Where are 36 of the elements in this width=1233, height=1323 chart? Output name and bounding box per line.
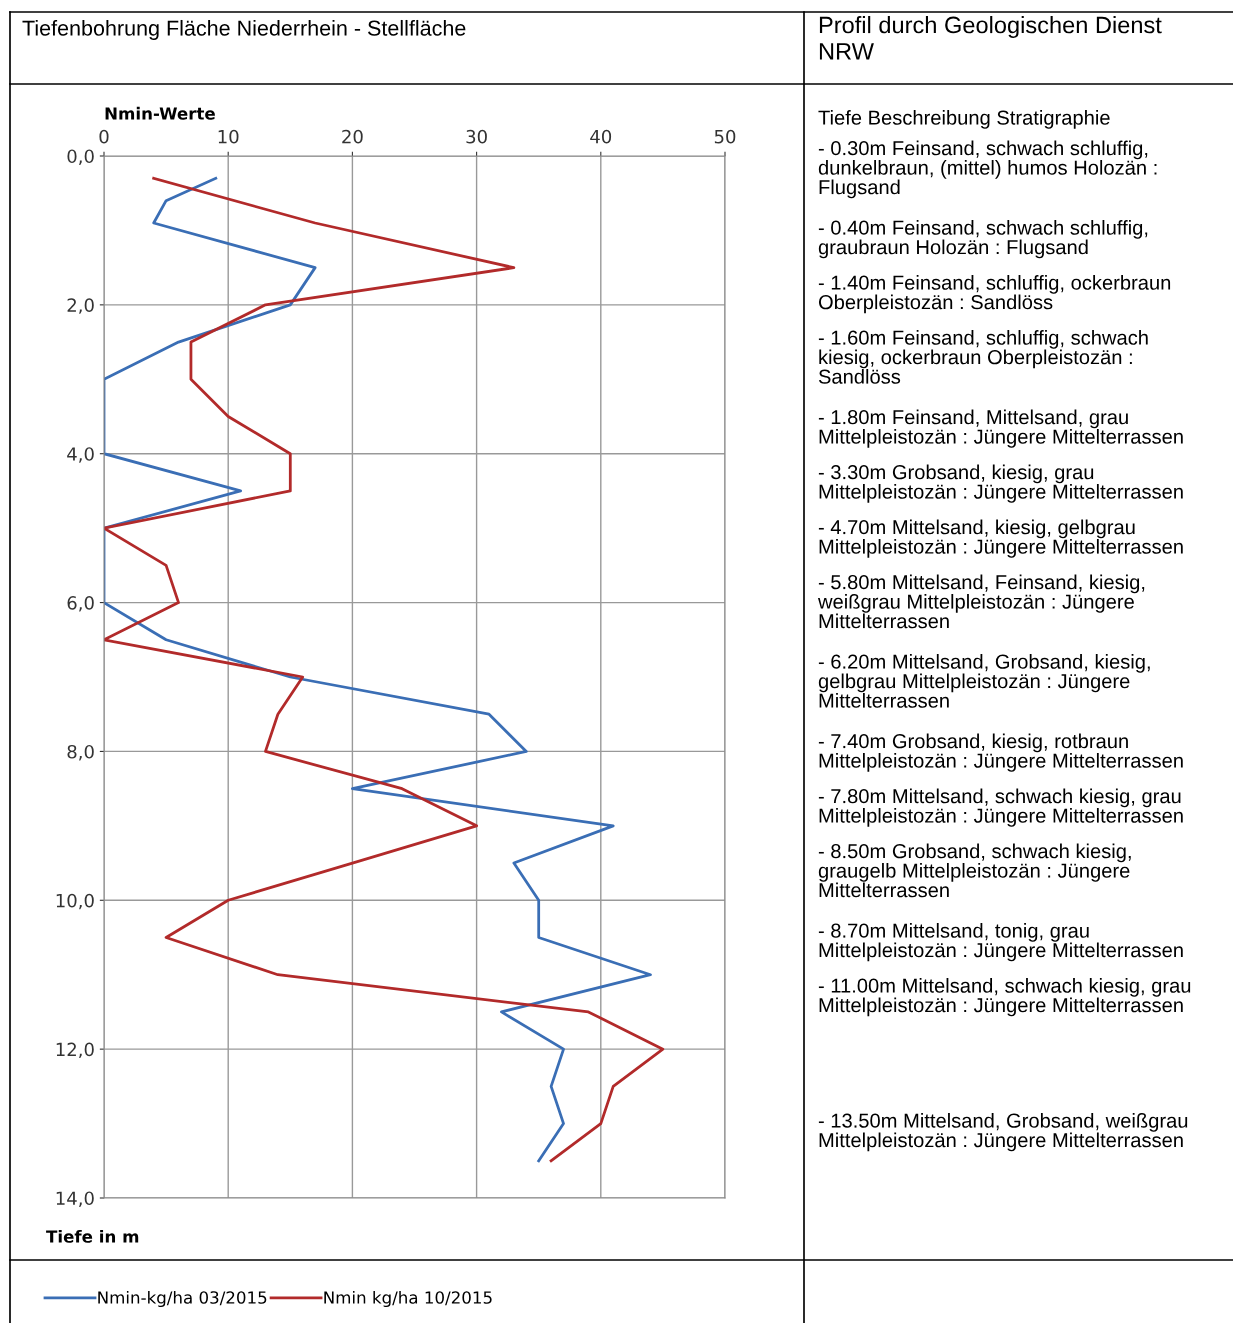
text: - 8.70m Mittelsand, tonig, grau Mittelpleistozän : Jüngere Mittelterrassen xyxy=(818,923,1183,962)
y-tick-label: 8,0 xyxy=(67,744,94,761)
text: - 7.40m Grobsand, kiesig, rotbraun Mittelpleistozän : Jüngere Mittelterrassen xyxy=(818,733,1183,772)
y-tick-label: 14,0 xyxy=(56,1191,94,1207)
text: Profil durch Geologischen Dienst NRW xyxy=(819,16,1162,60)
text: Tiefe Beschreibung Stratigraphie xyxy=(818,110,1110,129)
y-tick-label: 4,0 xyxy=(67,447,94,463)
x-tick-label: 30 xyxy=(466,129,487,144)
y-tick-label: 10,0 xyxy=(56,893,94,910)
text: - 4.70m Mittelsand, kiesig, gelbgrau Mittelpleistozän : Jüngere Mittelterrassen xyxy=(818,519,1183,558)
y-tick-label: 6,0 xyxy=(67,596,94,612)
x-axis-title: Nmin-Werte xyxy=(105,106,215,120)
text: - 5.80m Mittelsand, Feinsand, kiesig, weißgrau Mittelpleistozän : Jüngere Mittelterrassen xyxy=(817,574,1145,629)
text: - 0.40m Feinsand, schwach schluffig, graubraun Holozän : Flugsand xyxy=(818,220,1148,259)
x-tick-label: 40 xyxy=(590,129,612,144)
text: - 3.30m Grobsand, kiesig, grau Mittelpleistozän : Jüngere Mittelterrassen xyxy=(818,464,1183,503)
x-tick-label: 20 xyxy=(342,129,363,144)
chart-title: Tiefenbohrung Fläche Niederrhein - Stellfläche xyxy=(22,19,466,41)
x-tick-label: 10 xyxy=(218,129,239,144)
text: - 13.50m Mittelsand, Grobsand, weißgrau Mittelpleistozän : Jüngere Mittelterrassen xyxy=(818,1113,1188,1152)
text: - 6.20m Mittelsand, Grobsand, kiesig, gelbgrau Mittelpleistozän : Jüngere Mittelterrassen xyxy=(818,654,1150,708)
x-tick-label: 0 xyxy=(99,129,109,144)
y-tick-label: 2,0 xyxy=(67,298,94,314)
y-tick-label: 12,0 xyxy=(56,1042,94,1059)
legend-label: Nmin kg/ha 10/2015 xyxy=(324,1290,492,1308)
text: - 1.80m Feinsand, Mittelsand, grau Mittelpleistozän : Jüngere Mittelterrassen xyxy=(818,409,1183,448)
text: - 11.00m Mittelsand, schwach kiesig, grau Mittelpleistozän : Jüngere Mittelterrassen xyxy=(818,978,1191,1017)
y-tick-label: 0,0 xyxy=(67,149,94,165)
text: - 7.80m Mittelsand, schwach kiesig, grau Mittelpleistozän : Jüngere Mittelterrassen xyxy=(818,788,1183,827)
text: - 0.30m Feinsand, schwach schluffig, dunkelbraun, (mittel) humos Holozän : Flugsand xyxy=(818,140,1157,199)
legend-label: Nmin-kg/ha 03/2015 xyxy=(98,1290,267,1308)
text: - 1.40m Feinsand, schluffig, ockerbraun Oberpleistozän : Sandlöss xyxy=(818,275,1171,314)
x-tick-label: 50 xyxy=(714,129,736,144)
text: - 1.60m Feinsand, schluffig, schwach kiesig, ockerbraun Oberpleistozän : Sandlöss xyxy=(818,330,1148,384)
y-axis-title: Tiefe in m xyxy=(46,1229,139,1243)
text: - 8.50m Grobsand, schwach kiesig, graugelb Mittelpleistozän : Jüngere Mittelterrassen xyxy=(818,843,1131,898)
